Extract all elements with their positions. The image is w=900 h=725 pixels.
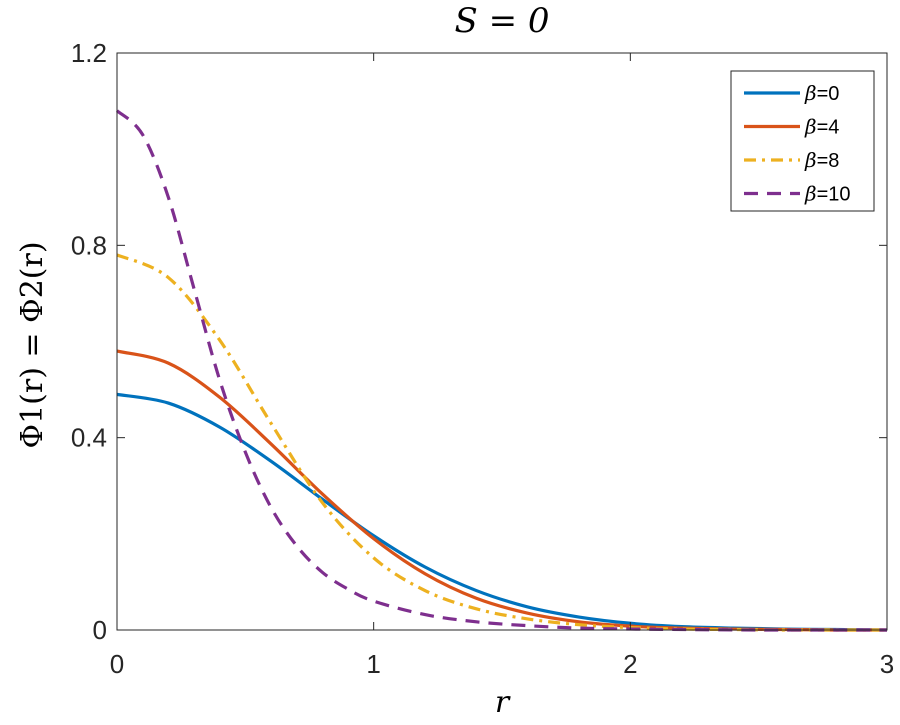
- x-tick-labels: 0 1 2 3: [110, 649, 894, 679]
- y-tick-label: 0.4: [71, 423, 107, 453]
- legend-label-0: β=0: [804, 81, 839, 105]
- x-tick-label: 2: [623, 649, 637, 679]
- x-tick-label: 1: [366, 649, 380, 679]
- plot-lines: [115, 109, 888, 632]
- y-tick-label: 1.2: [71, 38, 107, 68]
- x-tick-label: 0: [110, 649, 124, 679]
- y-tick-label: 0.8: [71, 230, 107, 260]
- plot-frame: [116, 52, 888, 631]
- y-tick-label: 0: [93, 615, 107, 645]
- x-tick-label: 3: [880, 649, 894, 679]
- legend: β=0 β=4 β=8 β=10: [730, 70, 875, 212]
- axis-ticks: [116, 52, 888, 631]
- chart-title: S = 0: [454, 1, 549, 41]
- series-line-3: [115, 109, 888, 632]
- legend-label-1: β=4: [804, 115, 839, 139]
- legend-label-2: β=8: [804, 148, 839, 172]
- series-line-2: [116, 253, 887, 632]
- legend-label-3: β=10: [804, 182, 851, 206]
- x-axis-label: r: [495, 685, 511, 720]
- y-axis-label: Φ1(r) = Φ2(r): [15, 241, 50, 448]
- y-tick-labels: 0 0.4 0.8 1.2: [71, 38, 107, 645]
